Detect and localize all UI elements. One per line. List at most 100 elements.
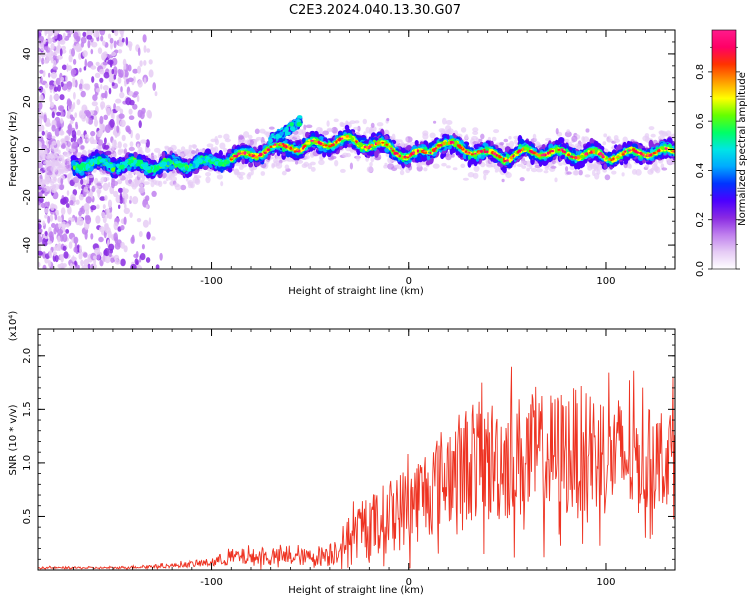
noise-blob xyxy=(52,55,57,61)
noise-blob xyxy=(57,34,63,42)
noise-blob xyxy=(83,66,87,71)
noise-blob xyxy=(148,217,152,226)
halo-blob xyxy=(38,156,42,162)
halo-blob xyxy=(51,135,56,139)
halo-blob xyxy=(333,118,339,123)
noise-blob xyxy=(99,226,105,233)
noise-blob xyxy=(83,252,88,258)
noise-blob xyxy=(137,47,141,56)
noise-blob xyxy=(82,31,87,37)
noise-blob xyxy=(98,236,104,243)
halo-blob xyxy=(376,122,384,127)
halo-blob xyxy=(165,177,169,182)
halo-blob xyxy=(57,149,61,155)
noise-blob xyxy=(38,55,42,63)
noise-blob xyxy=(78,83,83,90)
noise-blob xyxy=(75,121,78,127)
noise-blob xyxy=(39,30,42,33)
noise-blob xyxy=(117,187,124,193)
noise-blob xyxy=(139,60,143,67)
halo-blob xyxy=(310,161,316,166)
noise-blob xyxy=(108,68,113,77)
noise-blob xyxy=(114,217,120,223)
noise-blob xyxy=(94,247,101,255)
noise-blob xyxy=(91,101,98,107)
noise-blob xyxy=(65,203,70,208)
noise-blob xyxy=(72,141,78,150)
noise-blob xyxy=(104,226,111,234)
noise-blob xyxy=(139,253,146,261)
halo-blob xyxy=(38,170,43,176)
halo-blob xyxy=(170,144,177,151)
noise-blob xyxy=(111,82,115,87)
noise-blob xyxy=(51,111,55,119)
noise-blob xyxy=(85,117,89,124)
noise-blob xyxy=(105,208,110,214)
noise-blob xyxy=(38,141,42,148)
noise-blob xyxy=(48,72,51,78)
noise-blob xyxy=(114,242,121,250)
halo-blob xyxy=(170,176,177,182)
noise-blob xyxy=(141,244,145,250)
noise-blob xyxy=(151,236,156,241)
noise-blob xyxy=(118,113,125,119)
noise-blob xyxy=(129,199,132,204)
noise-blob xyxy=(71,130,77,139)
noise-blob xyxy=(70,30,74,33)
noise-blob xyxy=(119,30,125,35)
noise-blob xyxy=(139,111,145,120)
noise-blob xyxy=(69,114,74,120)
noise-blob xyxy=(45,231,48,237)
noise-blob xyxy=(95,61,100,66)
halo-blob xyxy=(260,171,266,176)
noise-blob xyxy=(68,241,73,249)
noise-blob xyxy=(125,36,129,46)
noise-blob xyxy=(56,228,64,235)
noise-blob xyxy=(101,92,107,99)
halo-blob xyxy=(247,134,253,140)
halo-blob xyxy=(594,172,600,180)
noise-blob xyxy=(44,214,49,219)
halo-blob xyxy=(39,178,46,185)
noise-blob xyxy=(90,65,97,70)
noise-blob xyxy=(138,120,142,129)
halo-blob xyxy=(43,187,47,192)
halo-blob xyxy=(217,134,223,139)
halo-blob xyxy=(154,147,161,153)
noise-blob xyxy=(60,138,66,144)
halo-blob xyxy=(631,169,638,175)
noise-blob xyxy=(102,61,109,66)
noise-blob xyxy=(76,129,81,136)
halo-blob xyxy=(138,146,143,152)
noise-blob xyxy=(128,115,135,120)
noise-blob xyxy=(60,207,66,215)
noise-blob xyxy=(82,83,89,90)
noise-blob xyxy=(46,131,52,140)
ridge-blob xyxy=(648,139,654,148)
halo-blob xyxy=(205,172,211,177)
noise-blob xyxy=(148,59,153,65)
halo-blob xyxy=(111,145,115,150)
halo-blob xyxy=(604,174,611,181)
noise-blob xyxy=(74,216,78,223)
halo-blob xyxy=(349,162,353,170)
noise-blob xyxy=(72,81,76,87)
noise-blob xyxy=(100,211,106,217)
noise-blob xyxy=(113,74,117,80)
halo-blob xyxy=(271,163,276,168)
halo-blob xyxy=(169,181,174,186)
halo-blob xyxy=(243,131,250,138)
noise-blob xyxy=(113,221,119,231)
ridge-blob xyxy=(623,157,629,165)
halo-blob xyxy=(652,163,658,171)
halo-blob xyxy=(581,136,585,142)
noise-blob xyxy=(107,181,111,188)
noise-blob xyxy=(38,192,42,197)
halo-blob xyxy=(129,141,134,148)
noise-blob xyxy=(61,45,66,51)
noise-blob xyxy=(38,201,41,206)
halo-blob xyxy=(66,141,71,148)
noise-blob xyxy=(38,223,42,230)
halo-blob xyxy=(158,180,163,187)
